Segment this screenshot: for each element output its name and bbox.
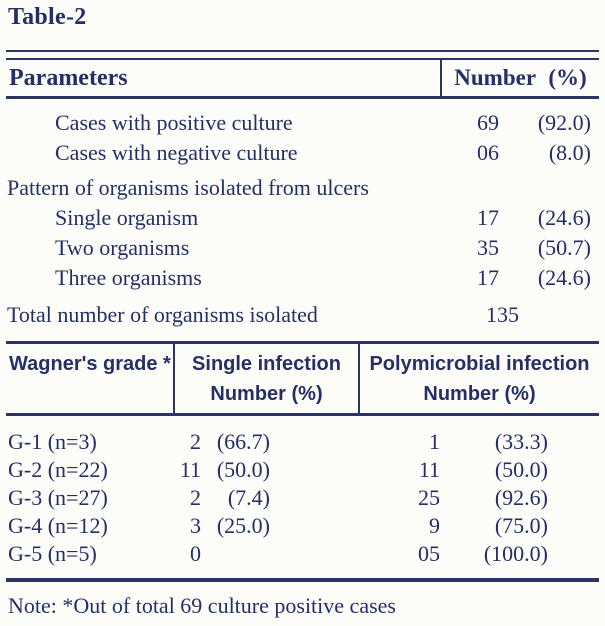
row-label: Three organisms xyxy=(55,265,202,290)
polymicrobial-infection-cell: 25 (92.6) xyxy=(360,485,599,511)
row-label: Cases with negative culture xyxy=(55,140,298,165)
poly-percent: (33.3) xyxy=(494,429,548,454)
single-percent: (50.0) xyxy=(216,457,270,482)
poly-percent: (100.0) xyxy=(483,541,548,566)
single-count: 2 xyxy=(190,485,201,510)
table-row-section-heading: Pattern of organisms isolated from ulcer… xyxy=(6,173,599,203)
column-header-single-infection: Single infection Number (%) xyxy=(175,344,360,413)
wagner-grade-table: Wagner's grade * Single infection Number… xyxy=(6,341,599,582)
row-count: 06 xyxy=(477,140,499,165)
poly-count: 05 xyxy=(418,541,440,566)
column-header-parameters: Parameters xyxy=(9,64,128,91)
poly-count: 25 xyxy=(418,485,440,510)
table-row: G-3 (n=27) 2 (7.4) 25 (92.6) xyxy=(6,484,599,512)
table-row: Cases with negative culture 06 (8.0) xyxy=(6,138,599,168)
poly-count: 11 xyxy=(418,457,440,482)
column-header-wagner-grade: Wagner's grade * xyxy=(6,344,175,413)
single-percent: (66.7) xyxy=(216,429,270,454)
row-count: 69 xyxy=(477,110,499,135)
row-label: Single organism xyxy=(55,205,199,230)
single-percent: (25.0) xyxy=(216,513,270,538)
table-row: G-5 (n=5) 0 05 (100.0) xyxy=(6,540,599,568)
column-header-polymicrobial-infection: Polymicrobial infection Number (%) xyxy=(360,344,599,413)
polymicrobial-infection-cell: 05 (100.0) xyxy=(360,541,599,567)
row-count: 17 xyxy=(477,265,499,290)
page-title: Table-2 xyxy=(8,4,87,30)
grade-label: G-4 (n=12) xyxy=(8,513,108,538)
single-infection-cell: 2 (66.7) xyxy=(175,429,360,455)
single-count: 2 xyxy=(190,429,201,454)
table-note: Note: *Out of total 69 culture positive … xyxy=(8,593,396,618)
header-line-2: Number (%) xyxy=(423,383,536,405)
poly-percent: (75.0) xyxy=(494,513,548,538)
row-percent: (50.7) xyxy=(537,235,591,260)
table-row: Two organisms 35 (50.7) xyxy=(6,233,599,263)
polymicrobial-infection-cell: 9 (75.0) xyxy=(360,513,599,539)
polymicrobial-infection-cell: 1 (33.3) xyxy=(360,429,599,455)
grade-label: G-1 (n=3) xyxy=(8,429,97,454)
row-percent: (24.6) xyxy=(537,265,591,290)
row-total-value: 135 xyxy=(486,302,519,327)
single-count: 0 xyxy=(190,541,201,566)
row-label: Two organisms xyxy=(55,235,190,260)
row-percent: (92.0) xyxy=(537,110,591,135)
polymicrobial-infection-cell: 11 (50.0) xyxy=(360,457,599,483)
poly-count: 9 xyxy=(429,513,440,538)
wagner-grade-table-body: G-1 (n=3) 2 (66.7) 1 (33.3) G-2 (n=22) 1… xyxy=(6,416,599,578)
single-count: 3 xyxy=(190,513,201,538)
grade-label: G-2 (n=22) xyxy=(8,457,108,482)
single-percent: (7.4) xyxy=(227,485,270,510)
header-line-1: Polymicrobial infection xyxy=(369,353,590,375)
table-row-total: Total number of organisms isolated 135 xyxy=(6,300,599,330)
row-label: Total number of organisms isolated xyxy=(7,302,318,327)
row-label: Pattern of organisms isolated from ulcer… xyxy=(7,175,369,200)
row-count: 17 xyxy=(477,205,499,230)
parameters-table-header: Parameters Number (%) xyxy=(6,60,599,99)
grade-label: G-5 (n=5) xyxy=(8,541,97,566)
parameters-table-body: Cases with positive culture 69 (92.0) Ca… xyxy=(6,99,599,330)
poly-percent: (50.0) xyxy=(494,457,548,482)
wagner-grade-table-header: Wagner's grade * Single infection Number… xyxy=(6,344,599,416)
table-top-double-rule xyxy=(6,50,599,60)
poly-percent: (92.6) xyxy=(494,485,548,510)
header-line-1: Single infection xyxy=(192,353,341,375)
single-infection-cell: 11 (50.0) xyxy=(175,457,360,483)
table-row: Single organism 17 (24.6) xyxy=(6,203,599,233)
row-percent: (24.6) xyxy=(537,205,591,230)
single-infection-cell: 0 xyxy=(175,541,360,567)
table-row: G-2 (n=22) 11 (50.0) 11 (50.0) xyxy=(6,456,599,484)
row-percent: (8.0) xyxy=(548,140,591,165)
parameters-table: Parameters Number (%) Cases with positiv… xyxy=(6,50,599,330)
table-row: Three organisms 17 (24.6) xyxy=(6,263,599,293)
single-percent xyxy=(201,541,270,567)
row-count: 35 xyxy=(477,235,499,260)
table-row: G-1 (n=3) 2 (66.7) 1 (33.3) xyxy=(6,428,599,456)
table-row: Cases with positive culture 69 (92.0) xyxy=(6,108,599,138)
single-infection-cell: 2 (7.4) xyxy=(175,485,360,511)
poly-count: 1 xyxy=(429,429,440,454)
single-infection-cell: 3 (25.0) xyxy=(175,513,360,539)
grade-label: G-3 (n=27) xyxy=(8,485,108,510)
header-line-2: Number (%) xyxy=(210,383,323,405)
column-header-number-pct: Number (%) xyxy=(440,60,599,96)
single-count: 11 xyxy=(179,457,201,482)
row-label: Cases with positive culture xyxy=(55,110,293,135)
table-row: G-4 (n=12) 3 (25.0) 9 (75.0) xyxy=(6,512,599,540)
